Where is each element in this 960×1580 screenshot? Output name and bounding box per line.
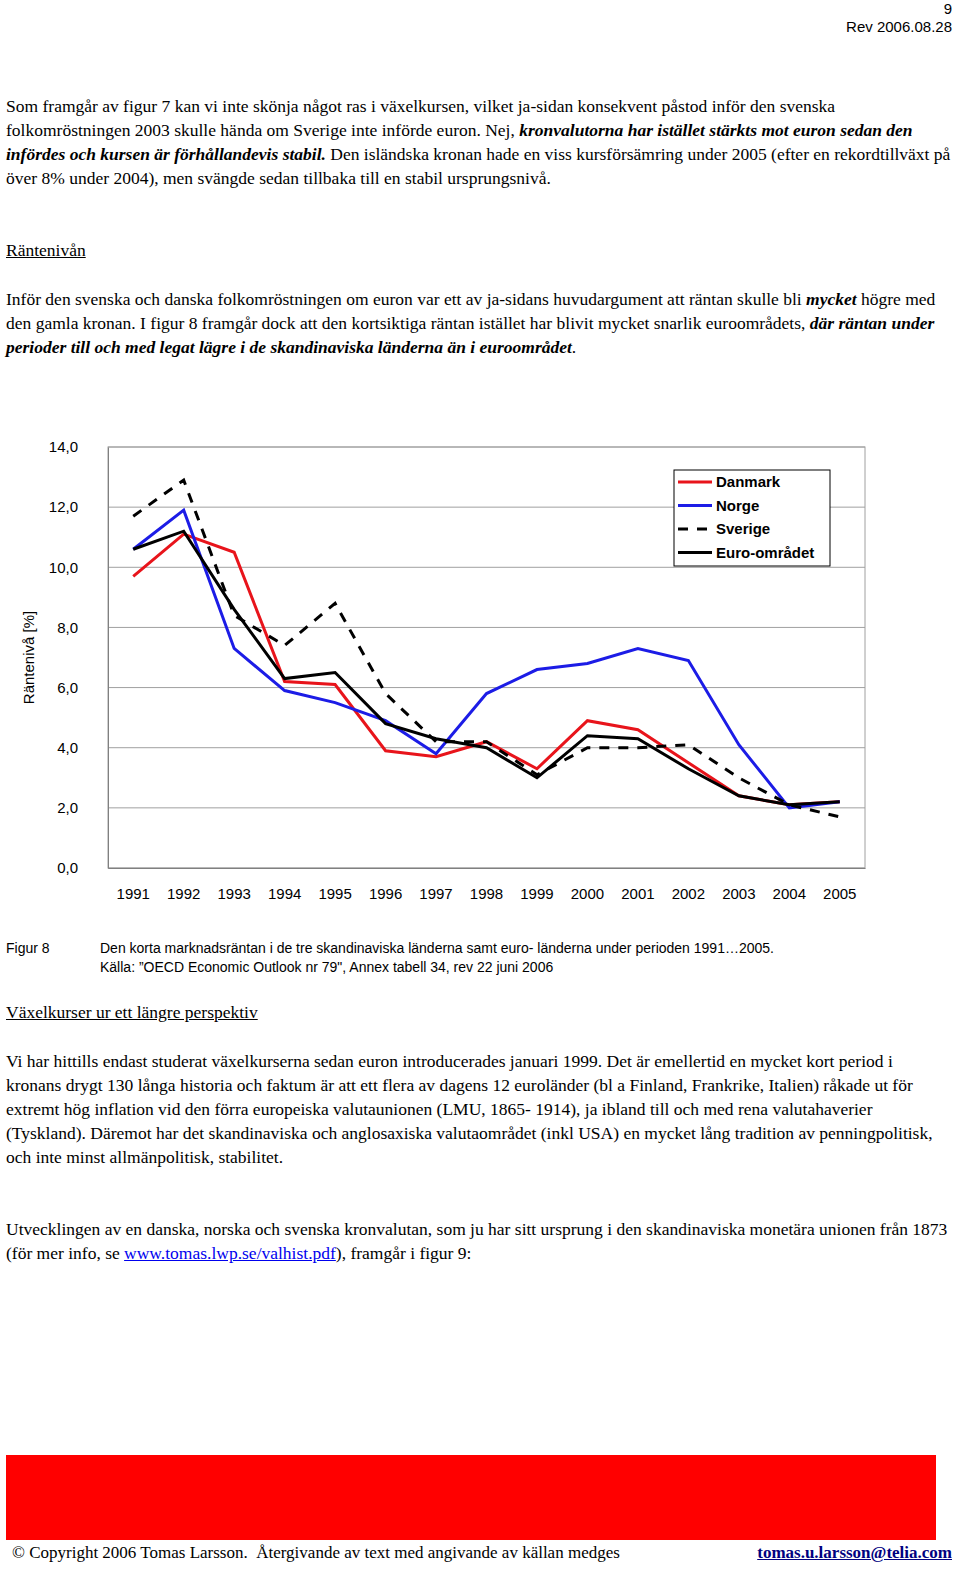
legend-swatch (678, 528, 712, 531)
text: Vi har hittills endast studerat växelkur… (6, 1051, 933, 1167)
x-tick: 1993 (217, 868, 250, 902)
copyright: © Copyright 2006 Tomas Larsson. Återgiva… (12, 1543, 620, 1563)
y-tick: 14,0 (49, 438, 108, 455)
email[interactable]: tomas.u.larsson@telia.com (757, 1543, 952, 1563)
y-axis-line (108, 448, 109, 869)
x-tick: 1991 (117, 868, 150, 902)
legend: Danmark Norge Sverige Euro-området (674, 470, 830, 566)
x-tick: 2001 (621, 868, 654, 902)
y-axis: 0,0 2,0 4,0 6,0 8,0 10,0 12,0 14,0 (49, 438, 109, 876)
x-tick-label: 1999 (520, 885, 553, 902)
footer-bar (6, 1455, 936, 1540)
grid-line (108, 868, 865, 869)
revision: Rev 2006.08.28 (846, 18, 952, 35)
y-tick-label: 4,0 (57, 739, 78, 756)
grid-line (108, 687, 865, 688)
page-number: 9 (944, 0, 952, 17)
x-tick-label: 1996 (369, 885, 402, 902)
y-tick-label: 12,0 (49, 498, 78, 515)
y-tick-label: 14,0 (49, 438, 78, 455)
x-tick: 2005 (823, 868, 856, 902)
x-tick: 1995 (318, 868, 351, 902)
x-tick-label: 1992 (167, 885, 200, 902)
legend-label: Euro-området (716, 544, 814, 561)
x-tick-label: 1995 (318, 885, 351, 902)
x-tick-label: 1991 (117, 885, 150, 902)
x-tick-label: 1997 (419, 885, 452, 902)
y-tick: 2,0 (57, 799, 108, 816)
plot-area (108, 447, 865, 868)
chart: 0,02,04,06,08,010,012,014,01991199219931… (0, 420, 960, 910)
caption-text: Källa: ”OECD Economic Outlook nr 79", An… (100, 959, 553, 975)
heading: Räntenivån (6, 240, 86, 261)
grid-line (108, 627, 865, 628)
x-tick-label: 2004 (773, 885, 806, 902)
x-tick: 1998 (470, 868, 503, 902)
caption-label: Figur 8 (6, 940, 50, 956)
grid-line (108, 807, 865, 808)
emphasis: mycket (806, 289, 857, 309)
link[interactable]: www.tomas.lwp.se/valhist.pdf (124, 1243, 336, 1263)
x-tick: 1999 (520, 868, 553, 902)
heading: Växelkurser ur ett längre perspektiv (6, 1002, 258, 1023)
x-tick-label: 2005 (823, 885, 856, 902)
y-tick-label: 8,0 (57, 619, 78, 636)
y-tick-label: 0,0 (57, 859, 78, 876)
series-line (133, 534, 840, 805)
y-axis-title: Räntenivå [%] (20, 611, 37, 704)
y-tick: 4,0 (57, 739, 108, 756)
series-line (133, 480, 840, 817)
x-axis-line (109, 868, 866, 869)
series-line (133, 531, 840, 805)
legend-swatch (678, 504, 712, 507)
x-tick-label: 1998 (470, 885, 503, 902)
paragraph: Utvecklingen av en danska, norska och sv… (6, 1217, 952, 1265)
x-tick-label: 2000 (571, 885, 604, 902)
lines (133, 480, 840, 817)
x-tick: 2003 (722, 868, 755, 902)
series-line (133, 510, 840, 808)
x-tick-label: 2002 (672, 885, 705, 902)
legend-label: Danmark (716, 473, 781, 490)
x-tick: 1997 (419, 868, 452, 902)
paragraph: Inför den svenska och danska folkomröstn… (6, 287, 952, 359)
paragraph: Vi har hittills endast studerat växelkur… (6, 1049, 952, 1169)
paragraph: Som framgår av figur 7 kan vi inte skönj… (6, 94, 952, 190)
y-tick: 0,0 (57, 859, 108, 876)
x-tick: 2000 (571, 868, 604, 902)
text: ), framgår i figur 9: (336, 1243, 472, 1263)
x-tick: 1994 (268, 868, 301, 902)
caption-text: Den korta marknadsräntan i de tre skandi… (100, 940, 774, 956)
y-tick: 10,0 (49, 559, 108, 576)
y-tick-label: 10,0 (49, 559, 78, 576)
y-tick-label: 6,0 (57, 679, 78, 696)
grid-line (108, 447, 865, 448)
legend-label: Norge (716, 497, 759, 514)
y-tick-label: 2,0 (57, 799, 78, 816)
x-axis: 1991 1992 1993 1994 1995 1996 1997 1998 1999 2000… (109, 868, 866, 902)
text: Inför den svenska och danska folkomröstn… (6, 289, 806, 309)
y-tick: 12,0 (49, 498, 108, 515)
x-tick-label: 1994 (268, 885, 301, 902)
y-tick: 8,0 (57, 619, 108, 636)
x-tick: 1996 (369, 868, 402, 902)
x-tick: 2002 (672, 868, 705, 902)
legend-box (674, 470, 830, 566)
x-tick: 1992 (167, 868, 200, 902)
x-tick: 2004 (773, 868, 806, 902)
y-tick: 6,0 (57, 679, 108, 696)
x-tick-label: 1993 (217, 885, 250, 902)
legend-swatch (678, 551, 712, 554)
text: . (572, 337, 576, 357)
legend-swatch (678, 481, 712, 484)
x-tick-label: 2003 (722, 885, 755, 902)
legend-label: Sverige (716, 520, 770, 537)
grid-line (108, 567, 865, 568)
x-tick-label: 2001 (621, 885, 654, 902)
